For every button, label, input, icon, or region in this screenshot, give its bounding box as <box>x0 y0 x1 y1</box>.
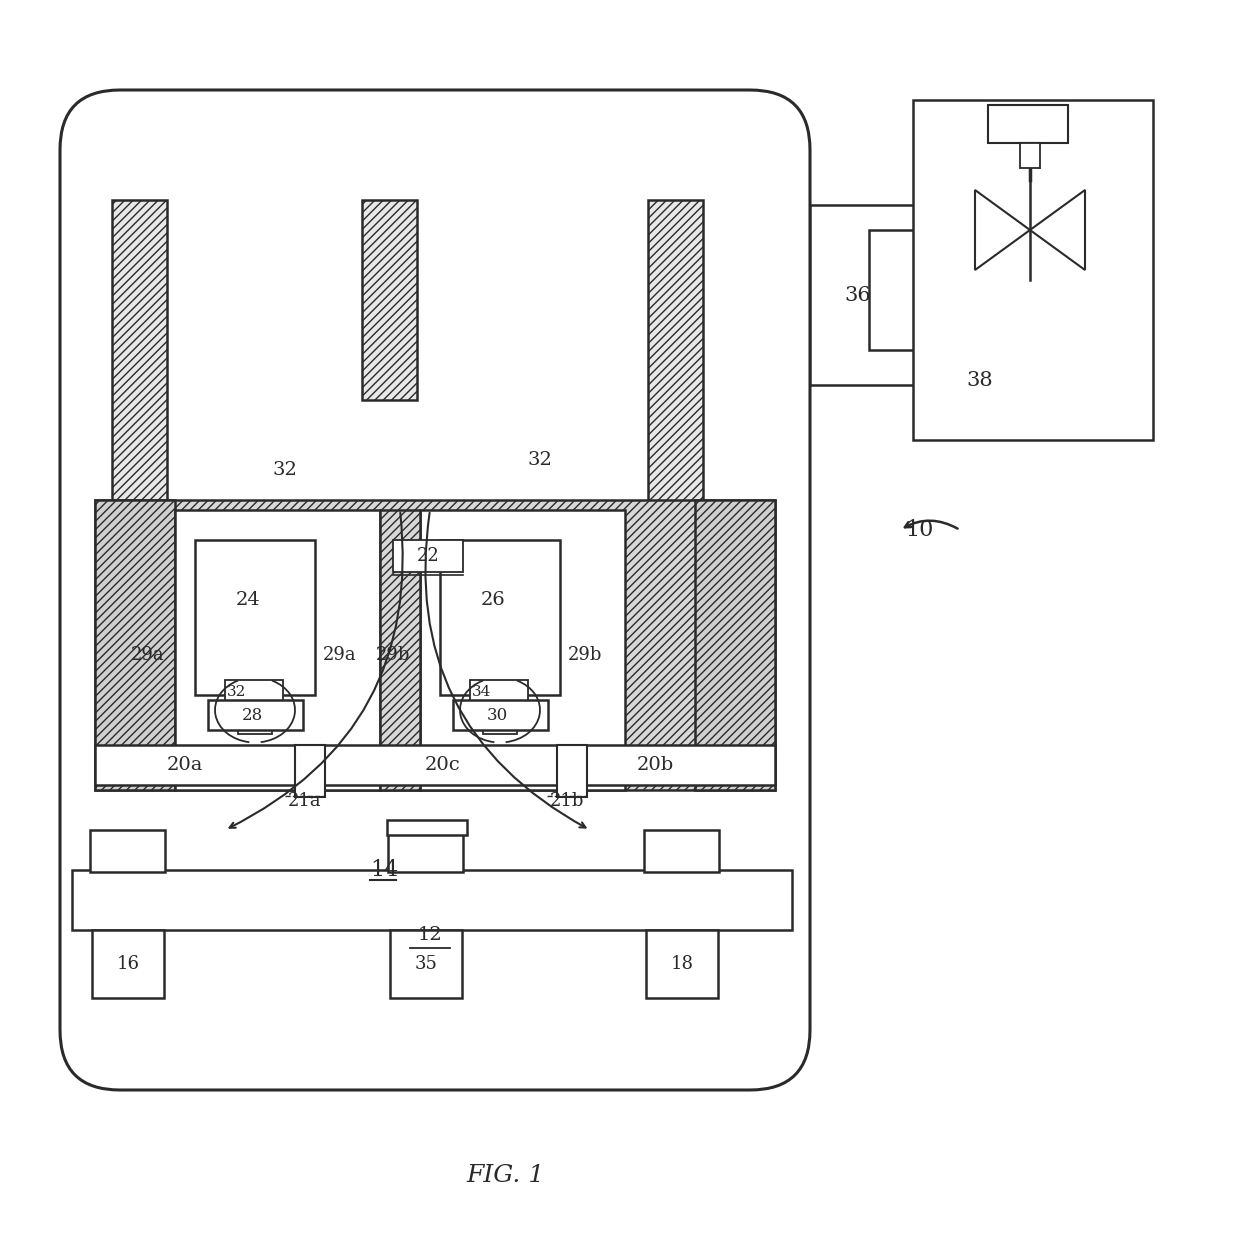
Bar <box>379 510 420 789</box>
Bar <box>644 830 719 872</box>
Text: 29a: 29a <box>131 646 165 663</box>
Bar <box>440 540 560 695</box>
Bar <box>95 500 175 789</box>
Bar <box>95 745 310 786</box>
Bar <box>195 540 315 695</box>
Bar <box>208 700 303 730</box>
Bar <box>238 692 272 734</box>
Bar <box>694 500 775 789</box>
Bar <box>393 540 463 572</box>
Bar <box>388 830 463 872</box>
Bar <box>470 680 528 706</box>
Bar <box>646 930 718 998</box>
Bar <box>453 700 548 730</box>
Text: 32: 32 <box>527 451 553 470</box>
Text: 36: 36 <box>844 286 872 305</box>
Text: 26: 26 <box>481 590 506 609</box>
Bar <box>72 870 792 930</box>
Bar <box>224 680 283 706</box>
Text: 34: 34 <box>472 685 492 699</box>
Bar <box>1021 144 1040 167</box>
Text: 35: 35 <box>414 956 438 973</box>
Text: 20b: 20b <box>636 755 673 774</box>
Text: 20a: 20a <box>167 755 203 774</box>
Polygon shape <box>1030 190 1085 269</box>
Text: 12: 12 <box>418 927 443 944</box>
Text: 22: 22 <box>417 546 439 565</box>
Text: 21a: 21a <box>288 792 322 810</box>
Text: 10: 10 <box>905 519 934 541</box>
Text: 21b: 21b <box>549 792 584 810</box>
Text: 32: 32 <box>227 685 247 699</box>
Bar <box>95 500 775 789</box>
Bar <box>913 99 1153 439</box>
Text: FIG. 1: FIG. 1 <box>466 1163 544 1186</box>
Bar <box>420 510 625 789</box>
Bar <box>295 745 325 797</box>
Bar <box>112 200 167 505</box>
Text: 16: 16 <box>117 956 139 973</box>
FancyBboxPatch shape <box>60 89 810 1090</box>
Text: 32: 32 <box>273 461 298 478</box>
Text: 29b: 29b <box>568 646 603 663</box>
Bar <box>387 820 467 835</box>
Text: 30: 30 <box>486 706 507 724</box>
Bar <box>869 230 914 350</box>
Text: 18: 18 <box>671 956 693 973</box>
Bar <box>575 745 775 786</box>
Bar <box>391 930 463 998</box>
Bar <box>557 745 587 797</box>
Text: 14: 14 <box>370 859 398 881</box>
Bar <box>810 205 920 385</box>
Bar <box>484 692 517 734</box>
Text: 29a: 29a <box>324 646 357 663</box>
Bar <box>362 200 417 400</box>
Bar <box>315 745 570 786</box>
Text: 38: 38 <box>967 370 993 389</box>
Text: 28: 28 <box>242 706 263 724</box>
Bar <box>988 104 1068 144</box>
Text: 24: 24 <box>236 590 260 609</box>
Bar <box>91 830 165 872</box>
Bar <box>175 510 379 789</box>
Bar <box>92 930 164 998</box>
Text: 20c: 20c <box>425 755 461 774</box>
Polygon shape <box>975 190 1030 269</box>
Bar <box>649 200 703 505</box>
Text: 29b: 29b <box>376 646 410 663</box>
